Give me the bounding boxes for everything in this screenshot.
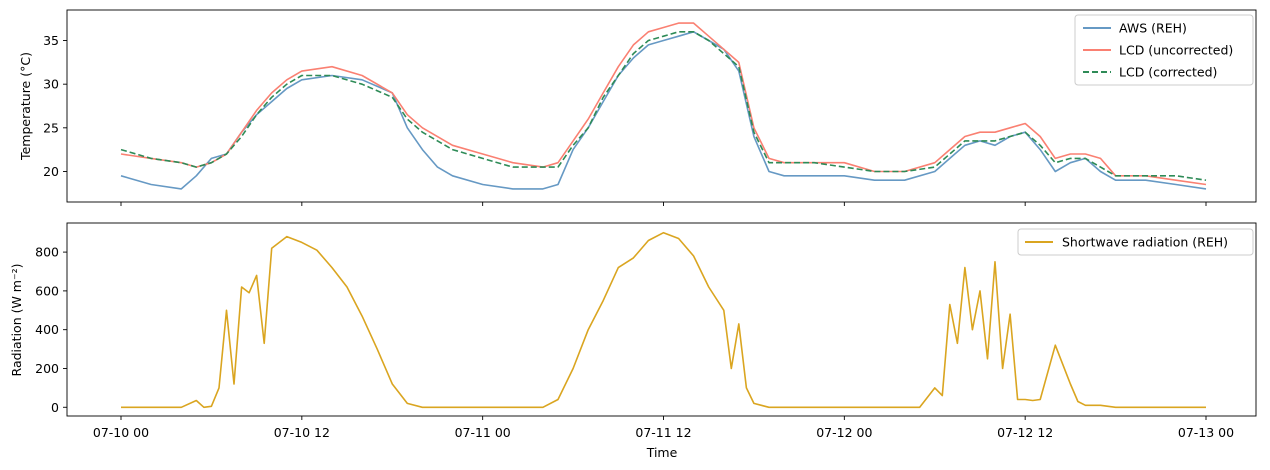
temperature-series-line-1 bbox=[120, 22, 1207, 186]
temperature-series bbox=[120, 22, 1207, 190]
radiation-ytick-label: 200 bbox=[35, 361, 59, 376]
radiation-legend-box bbox=[1017, 228, 1254, 256]
radiation-series bbox=[121, 231, 1206, 409]
legend-label-aws: AWS (REH) bbox=[1119, 21, 1187, 36]
temperature-ytick-label: 25 bbox=[43, 120, 59, 135]
temperature-y-label: Temperature (°C) bbox=[18, 52, 33, 161]
temperature-legend-box bbox=[1074, 14, 1254, 86]
legend-label-lcd-corrected: LCD (corrected) bbox=[1119, 65, 1217, 80]
temperature-series-line-2 bbox=[120, 30, 1207, 181]
temperature-ytick-label: 20 bbox=[43, 164, 59, 179]
radiation-xtick-label: 07-10 12 bbox=[274, 425, 330, 440]
temperature-y-ticks: 20 25 30 35 bbox=[43, 33, 67, 179]
legend-label-shortwave: Shortwave radiation (REH) bbox=[1062, 235, 1228, 250]
radiation-ytick-label: 400 bbox=[35, 322, 59, 337]
temperature-panel: 20 25 30 35 Temperature (°C) AWS (REH) LCD … bbox=[18, 9, 1257, 206]
radiation-x-ticks: 07-10 00 07-10 12 07-11 00 07-11 12 07-12 00… bbox=[93, 416, 1234, 440]
radiation-xtick-label: 07-12 12 bbox=[997, 425, 1053, 440]
radiation-y-ticks: 0 200 400 600 800 bbox=[35, 245, 67, 415]
radiation-xtick-label: 07-10 00 bbox=[93, 425, 149, 440]
radiation-xtick-label: 07-13 00 bbox=[1178, 425, 1234, 440]
radiation-xtick-label: 07-11 12 bbox=[635, 425, 691, 440]
temperature-x-ticks bbox=[120, 202, 1207, 206]
radiation-ytick-label: 0 bbox=[51, 400, 59, 415]
temperature-legend: AWS (REH) LCD (uncorrected) LCD (correct… bbox=[1074, 14, 1254, 86]
x-axis-label: Time bbox=[646, 445, 678, 460]
radiation-ytick-label: 600 bbox=[35, 283, 59, 298]
radiation-series-line-0 bbox=[121, 231, 1206, 409]
radiation-ytick-label: 800 bbox=[35, 245, 59, 260]
radiation-xtick-label: 07-12 00 bbox=[816, 425, 872, 440]
radiation-legend: Shortwave radiation (REH) bbox=[1017, 228, 1254, 256]
radiation-y-label: Radiation (W m⁻²) bbox=[9, 264, 24, 377]
legend-label-lcd-uncorrected: LCD (uncorrected) bbox=[1119, 43, 1233, 58]
temperature-ytick-label: 30 bbox=[43, 77, 59, 92]
radiation-xtick-label: 07-11 00 bbox=[455, 425, 511, 440]
temperature-ytick-label: 35 bbox=[43, 33, 59, 48]
